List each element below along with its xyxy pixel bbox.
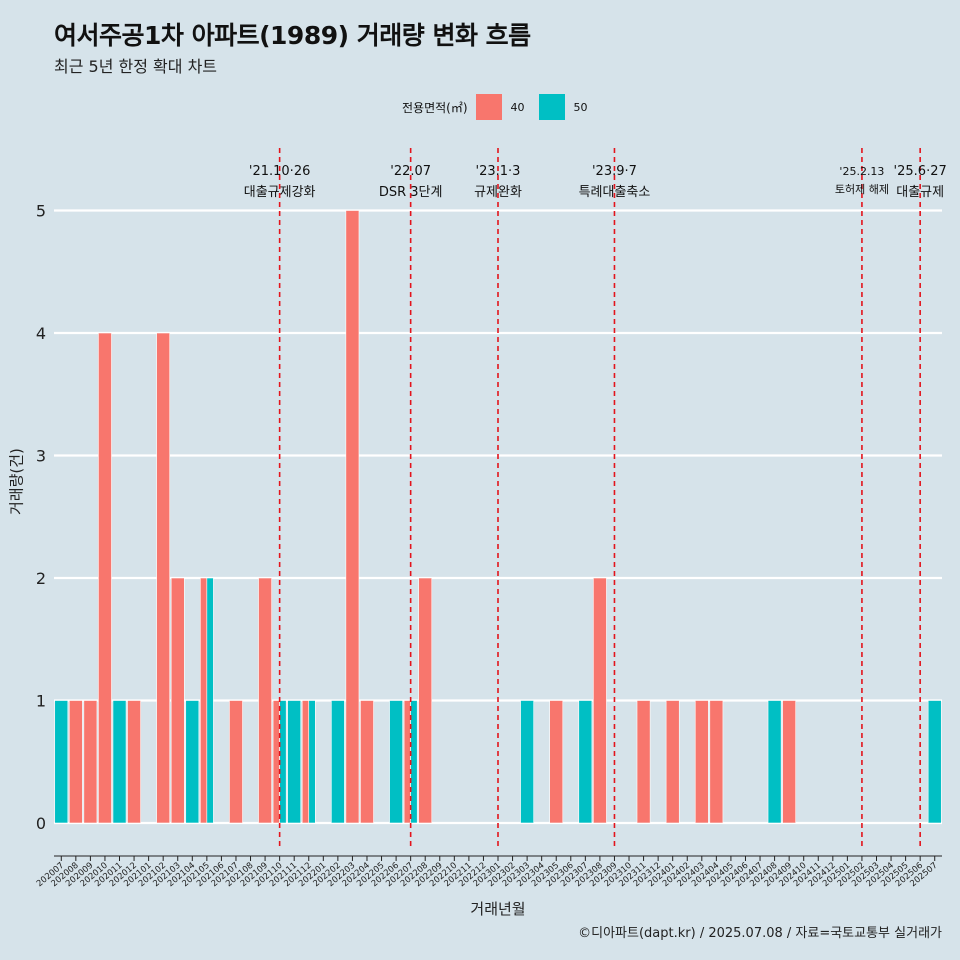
bar-202311-40 <box>636 700 651 824</box>
bar-202408-50 <box>767 700 782 824</box>
bar-202103-40 <box>170 577 185 824</box>
bar-202409-40 <box>782 700 796 824</box>
y-tick-label: 5 <box>36 202 46 221</box>
bar-202102-40 <box>156 332 171 824</box>
bar-202104-50 <box>185 700 200 824</box>
bar-202011-50 <box>112 700 127 824</box>
legend: 전용면적(㎡) 40 50 <box>402 94 602 120</box>
bar-202207-50 <box>410 700 418 824</box>
bar-202112-40 <box>301 700 310 824</box>
bar-202206-50 <box>389 700 403 824</box>
x-axis-label: 거래년월 <box>470 900 526 918</box>
bar-202111-50 <box>287 700 302 824</box>
legend-title: 전용면적(㎡) <box>402 100 468 115</box>
event-date-label: '25.2.13 <box>839 165 884 178</box>
bar-202202-50 <box>331 700 345 824</box>
bar-202009-40 <box>83 700 98 824</box>
chart-subtitle: 최근 5년 한정 확대 차트 <box>54 57 218 76</box>
y-tick-label: 4 <box>36 324 46 343</box>
bar-202110-40 <box>272 700 280 824</box>
bar-202105-50 <box>206 577 214 824</box>
event-label: 대출규제강화 <box>244 185 316 200</box>
bar-202308-40 <box>593 577 607 824</box>
y-tick-label: 1 <box>36 692 46 711</box>
bar-202307-50 <box>578 700 593 824</box>
bar-202110-50 <box>279 700 287 824</box>
event-date-label: '21.10·26 <box>249 164 310 179</box>
source-caption: ©디아파트(dapt.kr) / 2025.07.08 / 자료=국토교통부 실… <box>578 926 942 941</box>
event-label: 토허제 해제 <box>835 182 889 196</box>
event-label: 특례대출축소 <box>579 185 651 200</box>
event-date-label: '22.07 <box>390 164 431 179</box>
bar-202105-40 <box>200 577 208 824</box>
event-date-label: '23.9·7 <box>592 164 637 179</box>
bar-202204-40 <box>360 700 374 824</box>
event-label: 규제완화 <box>474 185 522 200</box>
event-label: DSR 3단계 <box>379 185 443 200</box>
event-label: 대출규제 <box>896 185 944 200</box>
bar-202507-50 <box>927 700 942 824</box>
event-date-label: '25.6·27 <box>894 164 947 179</box>
y-axis-label: 거래량(건) <box>7 448 26 515</box>
bar-202403-40 <box>694 700 709 824</box>
event-date-label: '23.1·3 <box>476 164 521 179</box>
bar-202303-50 <box>520 700 534 824</box>
legend-label-40: 40 <box>510 100 525 114</box>
legend-swatch-40 <box>475 94 502 120</box>
y-tick-label: 2 <box>36 569 46 588</box>
y-tick-label: 0 <box>36 814 46 833</box>
legend-swatch-50 <box>538 94 565 120</box>
bar-202107-40 <box>229 700 243 824</box>
bar-202203-40 <box>345 210 360 824</box>
bar-202305-40 <box>549 700 564 824</box>
bar-202010-40 <box>98 332 112 824</box>
bar-202008-40 <box>68 700 83 824</box>
chart-title: 여서주공1차 아파트(1989) 거래량 변화 흐름 <box>54 21 531 50</box>
bar-202207-40 <box>403 700 411 824</box>
bar-202112-50 <box>308 700 316 824</box>
bar-202007-50 <box>54 700 69 824</box>
bar-202404-40 <box>709 700 724 824</box>
legend-label-50: 50 <box>573 100 588 114</box>
bar-202109-40 <box>258 577 272 824</box>
bar-202208-40 <box>418 577 433 824</box>
bar-202012-40 <box>127 700 141 824</box>
bar-202401-40 <box>665 700 680 824</box>
y-tick-label: 3 <box>36 447 46 466</box>
